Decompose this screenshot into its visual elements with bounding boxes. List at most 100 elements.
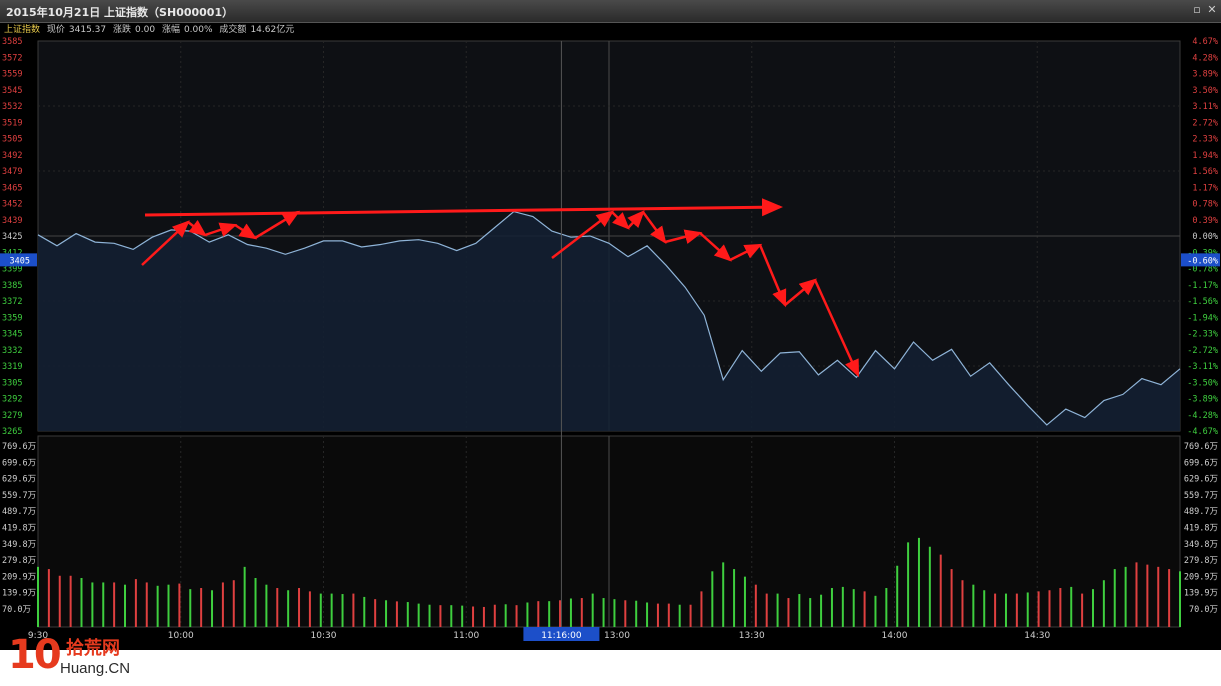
annotation-arrow bbox=[813, 279, 860, 378]
annotation-arrow bbox=[187, 219, 207, 237]
y-tick-right: -1.94% bbox=[1187, 313, 1218, 323]
annotation-arrow bbox=[141, 220, 190, 266]
y-tick-right: -4.28% bbox=[1187, 411, 1218, 421]
volume-tick-right: 209.9万 bbox=[1184, 572, 1218, 582]
y-tick-right: 3.89% bbox=[1192, 70, 1218, 80]
amount-label: 成交额 bbox=[219, 25, 247, 35]
close-icon[interactable]: ✕ bbox=[1207, 3, 1217, 16]
y-tick-left: 3279 bbox=[2, 411, 22, 421]
change-label: 涨跌 bbox=[113, 25, 132, 35]
y-tick-right: 4.67% bbox=[1192, 37, 1218, 47]
y-tick-right: -4.67% bbox=[1187, 427, 1218, 437]
y-tick-left: 3519 bbox=[2, 118, 22, 128]
x-tick: 14:30 bbox=[1024, 631, 1050, 641]
y-tick-left: 3505 bbox=[2, 135, 22, 145]
volume-tick-left: 489.7万 bbox=[2, 507, 36, 517]
volume-tick-right: 699.6万 bbox=[1184, 458, 1218, 468]
cursor-price-box-left bbox=[0, 253, 37, 267]
cursor-price-right: -0.60% bbox=[1187, 256, 1218, 266]
y-tick-right: 0.39% bbox=[1192, 216, 1218, 226]
annotation-arrow bbox=[234, 223, 258, 240]
quote-info-bar: 上证指数 现价 3415.37 涨跌 0.00 涨幅 0.00% 成交额 14.62亿元 bbox=[0, 22, 1221, 38]
y-tick-right: 0.78% bbox=[1192, 200, 1218, 210]
volume-tick-right: 769.6万 bbox=[1184, 442, 1218, 452]
restore-icon[interactable]: ▫ bbox=[1193, 3, 1201, 16]
y-tick-left: 3425 bbox=[2, 232, 22, 242]
watermark-number: 10 bbox=[8, 632, 62, 678]
cursor-time-box bbox=[523, 627, 600, 641]
price-area bbox=[38, 211, 1180, 431]
pct-value: 0.00% bbox=[183, 25, 213, 35]
y-tick-left: 3399 bbox=[2, 265, 22, 275]
y-tick-left: 3372 bbox=[2, 297, 22, 307]
volume-tick-left: 70.0万 bbox=[2, 605, 31, 615]
x-tick: 13:00 bbox=[604, 631, 630, 641]
x-tick: 14:00 bbox=[882, 631, 908, 641]
price-label: 现价 bbox=[46, 25, 65, 35]
volume-tick-right: 70.0万 bbox=[1189, 605, 1218, 615]
y-tick-left: 3532 bbox=[2, 102, 22, 112]
volume-tick-left: 419.8万 bbox=[2, 524, 36, 534]
y-tick-left: 3265 bbox=[2, 427, 22, 437]
pct-label: 涨幅 bbox=[161, 25, 180, 35]
x-tick: 9:30 bbox=[28, 631, 48, 641]
volume-tick-right: 349.8万 bbox=[1184, 540, 1218, 550]
y-tick-left: 3359 bbox=[2, 313, 22, 323]
y-tick-left: 3305 bbox=[2, 378, 22, 388]
annotation-arrow bbox=[254, 210, 301, 240]
y-tick-left: 3385 bbox=[2, 281, 22, 291]
volume-tick-right: 279.8万 bbox=[1184, 556, 1218, 566]
y-tick-left: 3572 bbox=[2, 53, 22, 63]
y-tick-right: 2.72% bbox=[1192, 118, 1218, 128]
y-tick-left: 3292 bbox=[2, 395, 22, 405]
intraday-chart[interactable]: 3585 4.67% 3572 4.28% 3559 3.89% 3545 3.50% 3532… bbox=[0, 0, 1221, 650]
y-tick-right: 3.11% bbox=[1192, 102, 1218, 112]
x-tick: 11:00 bbox=[453, 631, 479, 641]
y-tick-right: -3.11% bbox=[1187, 362, 1218, 372]
volume-tick-right: 419.8万 bbox=[1184, 524, 1218, 534]
cursor-price-left: 3405 bbox=[10, 256, 30, 266]
y-tick-right: 1.17% bbox=[1192, 183, 1218, 193]
x-tick: 13:30 bbox=[739, 631, 765, 641]
y-tick-right: 0.00% bbox=[1192, 232, 1218, 242]
y-tick-right: -0.39% bbox=[1187, 248, 1218, 258]
window-title: 2015年10月21日 上证指数（SH000001） bbox=[6, 6, 234, 19]
volume-tick-left: 629.6万 bbox=[2, 475, 36, 485]
y-tick-left: 3585 bbox=[2, 37, 22, 47]
volume-tick-right: 489.7万 bbox=[1184, 507, 1218, 517]
volume-tick-left: 209.9万 bbox=[2, 572, 36, 582]
volume-tick-right: 629.6万 bbox=[1184, 475, 1218, 485]
watermark-logo: 10 拾荒网 Huang.CN bbox=[4, 630, 134, 686]
y-tick-left: 3345 bbox=[2, 330, 22, 340]
cursor-price-box-right bbox=[1181, 253, 1220, 267]
y-tick-right: -3.50% bbox=[1187, 378, 1218, 388]
y-tick-left: 3465 bbox=[2, 183, 22, 193]
watermark-en: Huang.CN bbox=[60, 660, 131, 677]
y-tick-left: 3479 bbox=[2, 167, 22, 177]
volume-tick-left: 699.6万 bbox=[2, 458, 36, 468]
volume-tick-right: 559.7万 bbox=[1184, 491, 1218, 501]
y-tick-right: -1.56% bbox=[1187, 297, 1218, 307]
y-tick-right: -0.78% bbox=[1187, 265, 1218, 275]
y-tick-left: 3559 bbox=[2, 70, 22, 80]
y-tick-right: -1.17% bbox=[1187, 281, 1218, 291]
annotation-arrow bbox=[699, 232, 732, 262]
volume-tick-left: 769.6万 bbox=[2, 442, 36, 452]
y-tick-right: -2.33% bbox=[1187, 330, 1218, 340]
index-name: 上证指数 bbox=[4, 25, 41, 35]
annotation-arrow bbox=[627, 210, 645, 229]
annotation-arrow bbox=[784, 278, 817, 306]
annotation-arrow bbox=[144, 198, 783, 217]
chart-window: 2015年10月21日 上证指数（SH000001） ▫ ✕ 上证指数 现价 34… bbox=[0, 0, 1221, 650]
annotation-arrow bbox=[641, 211, 667, 245]
y-tick-right: -3.89% bbox=[1187, 395, 1218, 405]
annotation-arrow bbox=[611, 211, 630, 230]
y-tick-left: 3492 bbox=[2, 151, 22, 161]
y-tick-right: -2.72% bbox=[1187, 346, 1218, 356]
annotation-arrow bbox=[758, 244, 787, 308]
y-tick-left: 3332 bbox=[2, 346, 22, 356]
annotation-arrow bbox=[729, 243, 763, 262]
annotation-arrow bbox=[551, 210, 614, 259]
volume-tick-left: 139.9万 bbox=[2, 589, 36, 599]
x-tick: 10:00 bbox=[168, 631, 194, 641]
